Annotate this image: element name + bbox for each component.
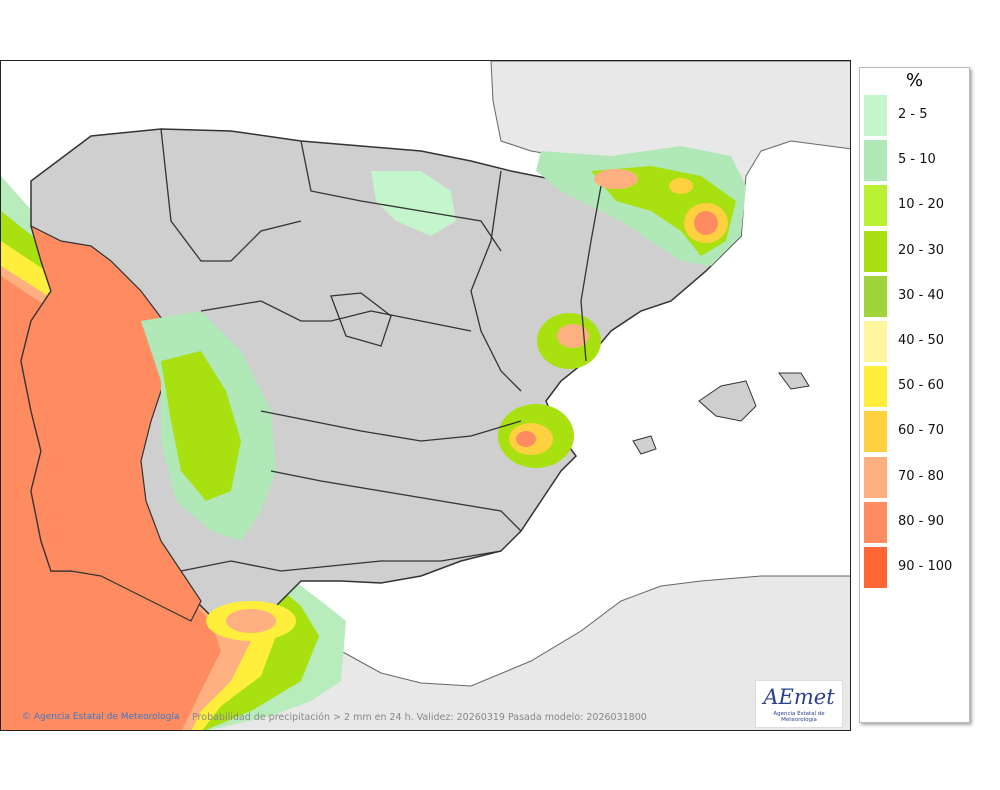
regional-boundaries	[160, 128, 602, 572]
legend-item: 10 - 20	[864, 185, 968, 227]
legend-swatch	[864, 140, 887, 182]
legend-swatch	[864, 275, 887, 317]
valencia-blob-south-hot	[516, 431, 536, 447]
legend-swatch	[864, 321, 887, 362]
legend-label: 10 - 20	[898, 197, 945, 213]
legend-swatch	[864, 547, 887, 588]
legend-label: 40 - 50	[898, 333, 945, 348]
legend-item: 30 - 40	[864, 275, 968, 317]
legend: % 2 - 5 5 - 10 10 - 20 20 - 30 30 - 40 40 - 5…	[859, 67, 970, 723]
legend-item: 2 - 5	[864, 95, 968, 136]
legend-label: 5 - 10	[898, 152, 936, 168]
legend-label: 50 - 60	[898, 378, 945, 394]
legend-item: 50 - 60	[864, 366, 968, 408]
strait-blob-core	[226, 609, 276, 633]
legend-item: 40 - 50	[864, 321, 968, 362]
mallorca	[698, 380, 757, 422]
legend-item: 60 - 70	[864, 411, 968, 453]
west-spain-lime	[161, 351, 241, 501]
legend-swatch	[864, 230, 887, 272]
legend-label: 20 - 30	[898, 242, 945, 258]
logo-word: AEmet	[763, 685, 835, 709]
valencia-blob-north-core	[557, 324, 589, 348]
legend-label: 60 - 70	[898, 423, 945, 439]
logo-subtitle: Agencia Estatal de Meteorología	[773, 711, 825, 723]
legend-item: 5 - 10	[864, 140, 968, 182]
legend-swatch	[864, 456, 887, 498]
legend-item: 90 - 100	[864, 547, 968, 588]
legend-item: 20 - 30	[864, 230, 968, 272]
legend-label: 90 - 100	[898, 559, 953, 574]
credit-text: © Agencia Estatal de Meteorología	[22, 712, 180, 722]
aemet-logo: AEmet Agencia Estatal de Meteorología	[755, 680, 843, 728]
legend-swatch	[864, 366, 887, 408]
catalonia-hotspot-4	[669, 178, 693, 194]
legend-swatch	[864, 411, 887, 453]
legend-item: 80 - 90	[864, 501, 968, 543]
legend-swatch	[864, 185, 887, 227]
legend-label: 70 - 80	[898, 468, 945, 484]
legend-label: 2 - 5	[898, 107, 928, 122]
legend-item: 70 - 80	[864, 456, 968, 498]
legend-label: 30 - 40	[898, 287, 945, 303]
menorca	[778, 372, 810, 390]
north-green-patch	[371, 171, 456, 236]
map-canvas	[1, 61, 850, 730]
legend-label: 80 - 90	[898, 513, 945, 529]
precipitation-map	[0, 60, 851, 731]
catalonia-hotspot-3	[694, 211, 718, 235]
catalonia-hotspot-1	[594, 169, 638, 189]
legend-swatch	[864, 95, 887, 136]
credit-label: Agencia Estatal de Meteorología	[33, 712, 180, 722]
legend-swatch	[864, 501, 887, 543]
ibiza	[632, 435, 657, 455]
map-caption: Probabilidad de precipitación > 2 mm en …	[192, 712, 647, 723]
legend-title: %	[905, 70, 924, 91]
